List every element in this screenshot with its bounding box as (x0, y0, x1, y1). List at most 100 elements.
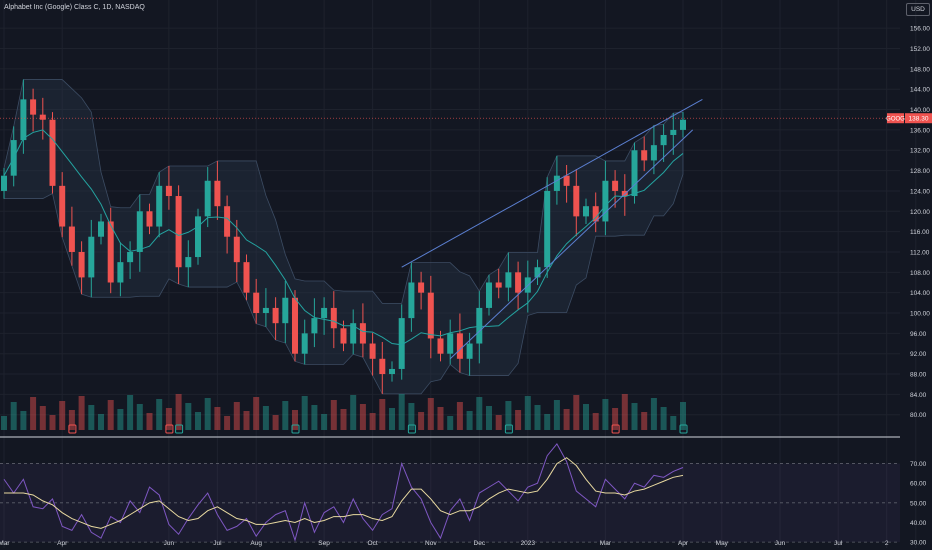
price-tick-label: 128.00 (910, 168, 930, 175)
price-tick-label: 152.00 (910, 46, 930, 53)
price-tick-label: 136.00 (910, 127, 930, 134)
candle-body (117, 262, 124, 283)
symbol-tag-label: GOOG (886, 117, 905, 123)
volume-bar (641, 412, 648, 430)
rsi-line (3, 443, 684, 542)
candle-body (243, 262, 250, 293)
candle-body (127, 251, 134, 263)
price-axis[interactable]: 80.00 84.00 88.00 92.00 96.00 100.00 104.00 108… (910, 26, 930, 420)
volume-bar (389, 408, 395, 430)
candle-body (680, 119, 686, 130)
volume-bar (456, 402, 463, 430)
volume-bar (88, 405, 95, 430)
time-tick-label: Mar (600, 540, 612, 547)
candle-body (301, 333, 308, 354)
volume-bar (602, 399, 609, 430)
volume-bar (650, 398, 657, 430)
candle-body (30, 99, 37, 115)
volume-bar (583, 404, 589, 430)
volume-bar (553, 400, 560, 430)
candle-body (592, 206, 599, 222)
price-tick-label: 116.00 (910, 229, 930, 236)
candle-body (660, 134, 667, 146)
candle-body (224, 206, 231, 237)
volume-bar (175, 394, 182, 430)
moving-average-line (3, 129, 684, 346)
volume-bar (233, 402, 240, 430)
time-tick-label: Aug (250, 540, 262, 547)
volume-bar (185, 403, 192, 430)
rsi-tick-label: 30.00 (910, 540, 927, 547)
volume-bar (1, 416, 7, 430)
candle-body (1, 175, 7, 191)
event-markers[interactable] (68, 424, 688, 434)
rsi-tick-label: 50.00 (910, 500, 927, 507)
volume-bar (146, 413, 153, 430)
candle-body (98, 221, 104, 237)
volume-bar (612, 408, 619, 430)
volume-bar (515, 410, 522, 430)
last-price-tag: GOOG 138.30 (0, 113, 932, 124)
volume-bar (68, 410, 75, 430)
volume-bar (563, 409, 570, 430)
candle-body (262, 307, 269, 314)
trend-line-upper (401, 98, 703, 268)
trend-lines[interactable] (401, 98, 703, 360)
volume-bar (49, 415, 56, 430)
candle-body (282, 297, 289, 324)
candle-body (553, 175, 560, 191)
volume-bar (398, 394, 405, 430)
price-tick-label: 112.00 (910, 249, 930, 256)
rsi-axis[interactable]: 30.00 40.00 50.00 60.00 70.00 (910, 461, 927, 547)
candle-body (214, 180, 221, 207)
time-tick-label: Apr (678, 540, 689, 547)
volume-bar (534, 405, 541, 430)
candle-body (515, 272, 522, 293)
price-tick-label: 124.00 (910, 188, 930, 195)
candle-body (437, 338, 444, 354)
volume-bar (466, 411, 473, 430)
candle-body (408, 282, 415, 319)
volume-bar (544, 414, 551, 430)
volume-bar (107, 400, 114, 430)
candle-body (456, 333, 463, 359)
candle-body (204, 180, 211, 217)
volume-bar (350, 395, 357, 430)
time-tick-label: Jun (164, 540, 175, 547)
candle-body (165, 185, 172, 197)
rsi-tick-label: 40.00 (910, 520, 927, 527)
candle-body (136, 211, 143, 252)
time-tick-label: Jul (834, 540, 843, 547)
time-axis[interactable]: Mar Apr Jun Jul Aug Sep Oct Nov Dec 2023 Mar Apr May… (0, 540, 889, 547)
volume-bar (311, 405, 318, 430)
volume-bar (447, 416, 454, 430)
volume-bar (78, 396, 85, 430)
volume-bar (127, 395, 134, 430)
volume-bar (165, 408, 172, 430)
earnings-marker (165, 424, 174, 434)
volume-bar (262, 406, 269, 430)
candle-body (330, 307, 337, 329)
candle-body (321, 307, 328, 319)
candle-body (641, 150, 648, 161)
time-tick-label: Oct (368, 540, 378, 547)
earnings-marker (504, 424, 513, 434)
price-channel (3, 79, 684, 395)
candle-body (359, 323, 366, 344)
candle-body (563, 175, 570, 186)
volume-bar (98, 414, 104, 430)
volume-bar (253, 397, 260, 430)
price-tick-label: 92.00 (910, 351, 927, 358)
candle-body (486, 282, 492, 308)
volume-bar (680, 402, 686, 430)
earnings-marker (407, 424, 416, 434)
price-tick-label: 140.00 (910, 107, 930, 114)
time-tick-label: Jul (213, 540, 222, 547)
rsi-pane (0, 443, 900, 543)
volume-bar (156, 399, 163, 430)
currency-button[interactable]: USD (906, 3, 930, 16)
candle-body (292, 297, 298, 354)
candle-body (379, 358, 386, 375)
candle-body (505, 272, 512, 288)
